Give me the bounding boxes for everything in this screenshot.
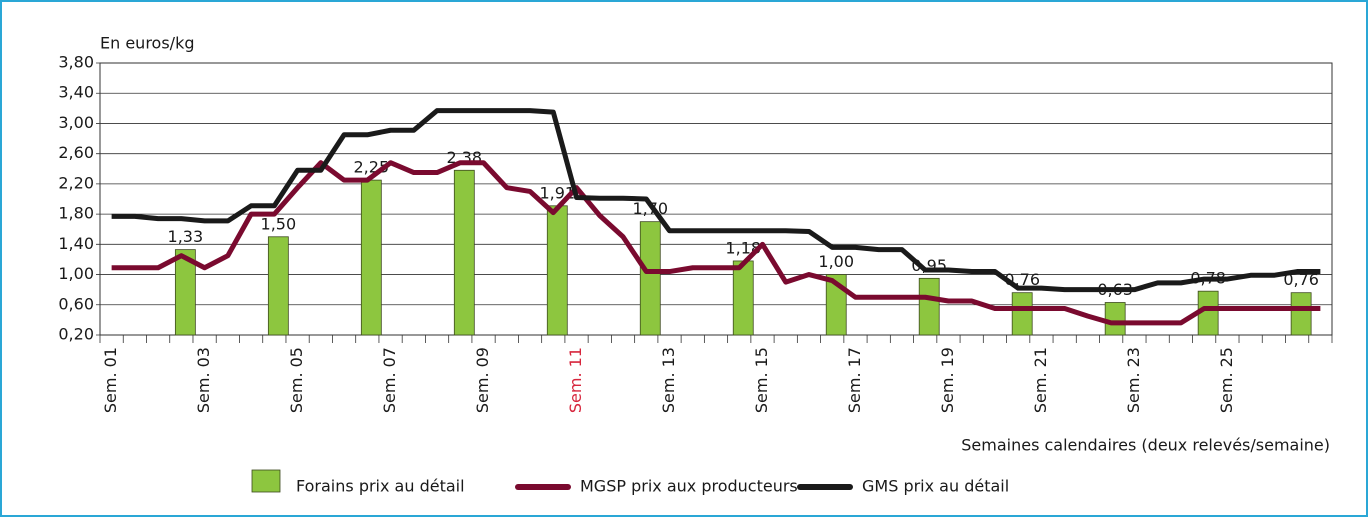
x-tick-label: Sem. 13	[659, 347, 678, 413]
y-tick-label: 3,80	[58, 53, 94, 72]
x-tick-label: Sem. 11	[566, 347, 585, 413]
y-tick-label: 1,00	[58, 264, 94, 283]
y-tick-label: 1,40	[58, 234, 94, 253]
legend-label: GMS prix au détail	[862, 477, 1009, 496]
legend-label: Forains prix au détail	[296, 477, 465, 496]
x-tick-label: Sem. 09	[473, 347, 492, 413]
y-tick-label: 0,20	[58, 325, 94, 344]
data-label: 1,00	[818, 252, 854, 271]
data-label: 1,33	[168, 227, 204, 246]
y-tick-label: 1,80	[58, 204, 94, 223]
y-tick-label: 2,60	[58, 143, 94, 162]
bar	[639, 221, 661, 336]
data-label: 0,76	[1283, 270, 1319, 289]
x-tick-label: Sem. 15	[752, 347, 771, 413]
x-tick-label: Sem. 07	[380, 347, 399, 413]
x-tick-label: Sem. 05	[287, 347, 306, 413]
bar	[360, 179, 382, 336]
bar	[1011, 292, 1033, 336]
legend-label: MGSP prix aux producteurs	[580, 477, 798, 496]
y-tick-label: 0,60	[58, 294, 94, 313]
x-tick-label: Sem. 03	[194, 347, 213, 413]
bar	[1104, 302, 1126, 336]
x-tick-label: Sem. 19	[938, 347, 957, 413]
y-axis-title: En euros/kg	[100, 34, 194, 53]
bar	[174, 249, 196, 336]
bar	[453, 169, 475, 336]
line	[111, 108, 1321, 293]
bar	[1290, 292, 1312, 336]
x-axis-title: Semaines calendaires (deux relevés/semai…	[961, 436, 1330, 455]
y-tick-label: 2,20	[58, 173, 94, 192]
bar	[267, 236, 289, 336]
x-tick-label: Sem. 21	[1031, 347, 1050, 413]
data-label: 1,50	[261, 214, 297, 233]
y-tick-label: 3,40	[58, 83, 94, 102]
bar	[732, 260, 754, 336]
legend-swatch	[251, 469, 281, 493]
x-tick-label: Sem. 17	[845, 347, 864, 413]
x-tick-label: Sem. 25	[1217, 347, 1236, 413]
x-tick-label: Sem. 23	[1124, 347, 1143, 413]
bar	[546, 205, 568, 336]
bar	[918, 277, 940, 336]
x-tick-label: Sem. 01	[101, 347, 120, 413]
y-tick-label: 3,00	[58, 113, 94, 132]
